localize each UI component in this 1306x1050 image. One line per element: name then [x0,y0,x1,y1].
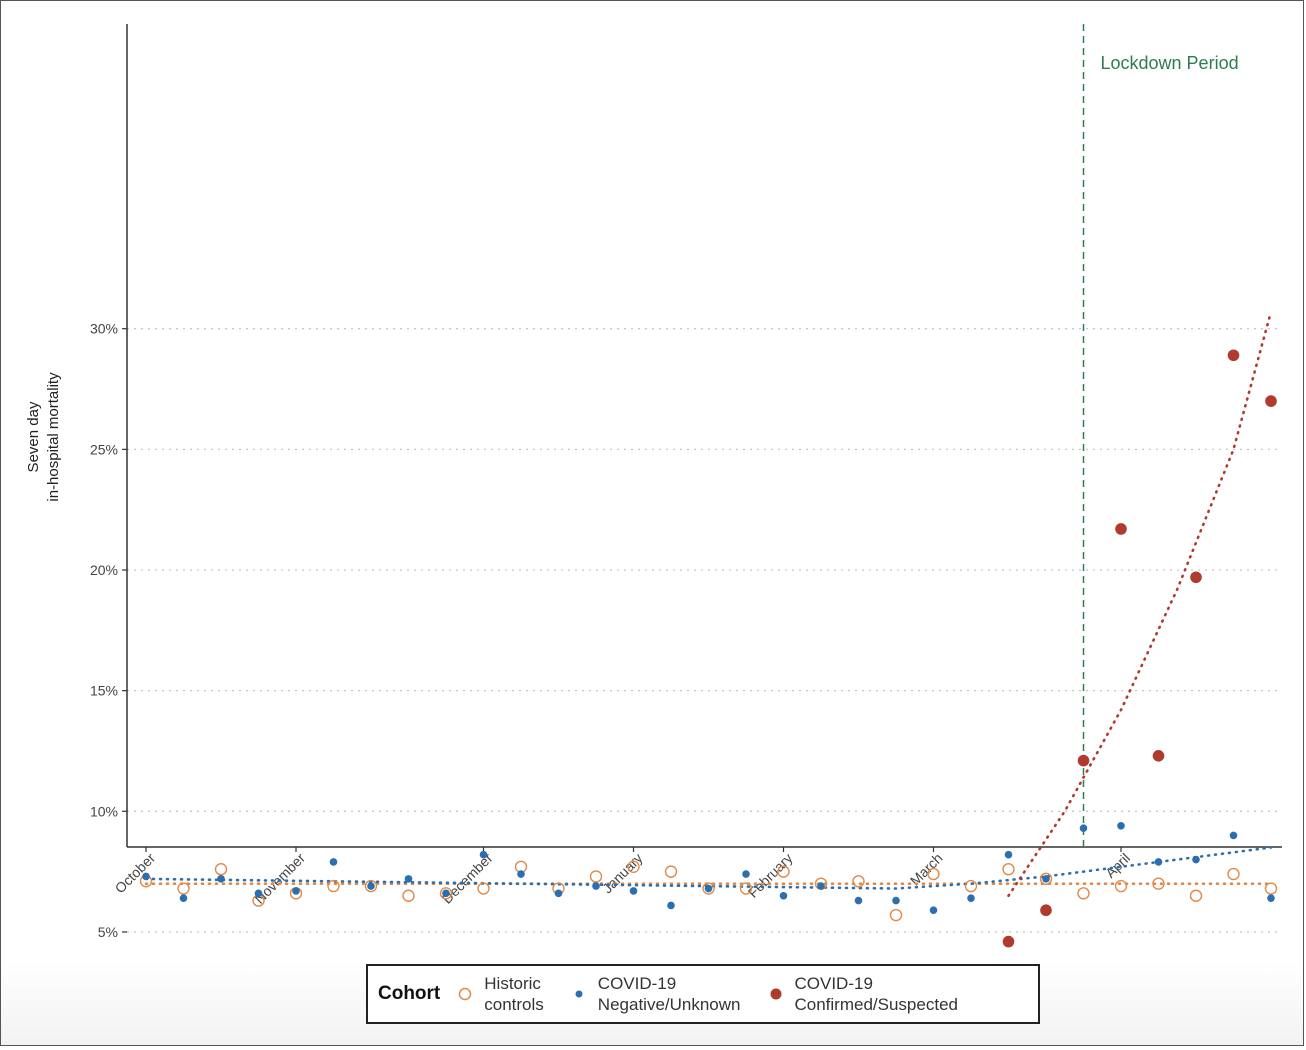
legend: Cohort Historic controls COVID-19 Negati… [366,964,1040,1024]
point-historic-controls [889,908,903,922]
legend-item-covid-confirmed: COVID-19 Confirmed/Suspected [767,973,958,1015]
point-covid-negative [967,894,975,902]
point-historic-controls [1039,872,1053,886]
point-covid-confirmed [1190,571,1202,584]
chart-canvas: 5% 10% 15% 20% 25% 30% October November Decembe… [25,24,1282,948]
point-covid-negative [1117,821,1125,830]
x-ticks: October November December January February Ma… [112,847,1133,907]
point-historic-controls [589,870,603,883]
x-tick-label: January [599,850,646,897]
point-historic-controls [702,882,715,895]
point-historic-controls [402,889,415,902]
y-axis-label-line-1: Seven day [25,401,42,472]
point-historic-controls [477,882,490,895]
trend-lines [144,310,1273,898]
lockdown-marker: Lockdown Period [1082,24,1239,847]
point-covid-negative [179,894,188,902]
point-covid-negative [1267,894,1275,902]
trend-covid-confirmed [1007,310,1273,898]
x-tick-label: March [907,850,946,889]
point-covid-negative [742,870,750,878]
point-covid-negative [854,896,863,905]
point-covid-confirmed [1077,754,1090,767]
y-tick-label: 5% [98,924,118,940]
legend-item-covid-negative: COVID-19 Negative/Unknown [570,973,741,1015]
point-covid-confirmed [1265,395,1277,407]
y-tick-label: 20% [90,562,118,578]
data-points [139,349,1278,948]
point-covid-negative [1192,855,1200,864]
point-historic-controls [1227,867,1240,881]
point-historic-controls [777,865,790,878]
x-tick-label: April [1102,850,1133,881]
y-axis-label-line-2: in-hospital mortality [45,372,62,502]
point-historic-controls [214,863,228,876]
point-covid-negative [779,891,788,900]
point-historic-controls [964,879,978,893]
point-historic-controls [927,867,940,881]
legend-key-small-dot-icon [570,985,588,1003]
point-covid-negative [592,882,600,890]
point-covid-negative [817,882,825,890]
point-historic-controls [439,887,453,900]
point-covid-negative [292,887,300,895]
point-covid-negative [1004,850,1013,859]
point-historic-controls [1077,887,1090,900]
legend-label: COVID-19 Confirmed/Suspected [794,974,958,1014]
point-covid-negative [404,875,413,883]
point-covid-negative [442,889,450,898]
legend-label: Historic controls [484,974,544,1014]
point-covid-negative [517,870,525,878]
point-historic-controls [327,879,340,893]
y-gridlines [127,328,1282,933]
point-covid-negative [1154,858,1163,866]
legend-key-open-circle-icon [456,985,474,1003]
legend-title: Cohort [378,983,441,1004]
point-historic-controls [1114,879,1128,893]
point-covid-confirmed [1115,523,1127,535]
point-covid-negative [929,906,938,915]
y-tick-label: 10% [90,803,118,819]
y-tick-label: 15% [90,683,118,699]
lockdown-label: Lockdown Period [1101,53,1239,73]
axes [126,24,1282,848]
point-historic-controls [1002,863,1015,876]
point-covid-negative [667,901,675,910]
point-covid-negative [629,887,638,895]
point-covid-negative [1229,831,1238,840]
point-covid-negative [704,884,713,893]
point-covid-confirmed [1152,750,1165,762]
legend-item-historic-controls: Historic controls [456,973,544,1015]
point-historic-controls [664,865,678,878]
point-covid-negative [892,896,900,905]
y-tick-label: 30% [90,321,118,337]
point-covid-confirmed [1227,349,1240,362]
legend-key-large-dot-icon [767,985,785,1003]
x-tick-label: October [112,850,159,897]
point-historic-controls [1152,877,1165,890]
point-covid-confirmed [1002,935,1015,948]
point-covid-negative [329,858,338,866]
point-historic-controls [364,879,378,893]
point-historic-controls [1264,882,1278,895]
point-historic-controls [627,860,640,873]
point-historic-controls [177,882,190,895]
point-historic-controls [739,882,753,895]
point-covid-negative [1079,824,1088,832]
point-covid-negative [367,882,375,890]
point-historic-controls [852,875,865,888]
y-ticks: 5% 10% 15% 20% 25% 30% [90,321,127,940]
point-covid-confirmed [1040,904,1052,917]
point-covid-negative [479,850,488,859]
point-covid-negative [142,872,150,881]
legend-label: COVID-19 Negative/Unknown [597,974,741,1014]
point-covid-negative [554,889,563,898]
point-covid-negative [217,875,225,883]
y-tick-label: 25% [90,441,118,457]
point-covid-negative [1042,875,1050,883]
y-axis-label: Seven day in-hospital mortality [25,372,62,502]
point-covid-negative [254,889,263,898]
point-historic-controls [1189,889,1203,902]
